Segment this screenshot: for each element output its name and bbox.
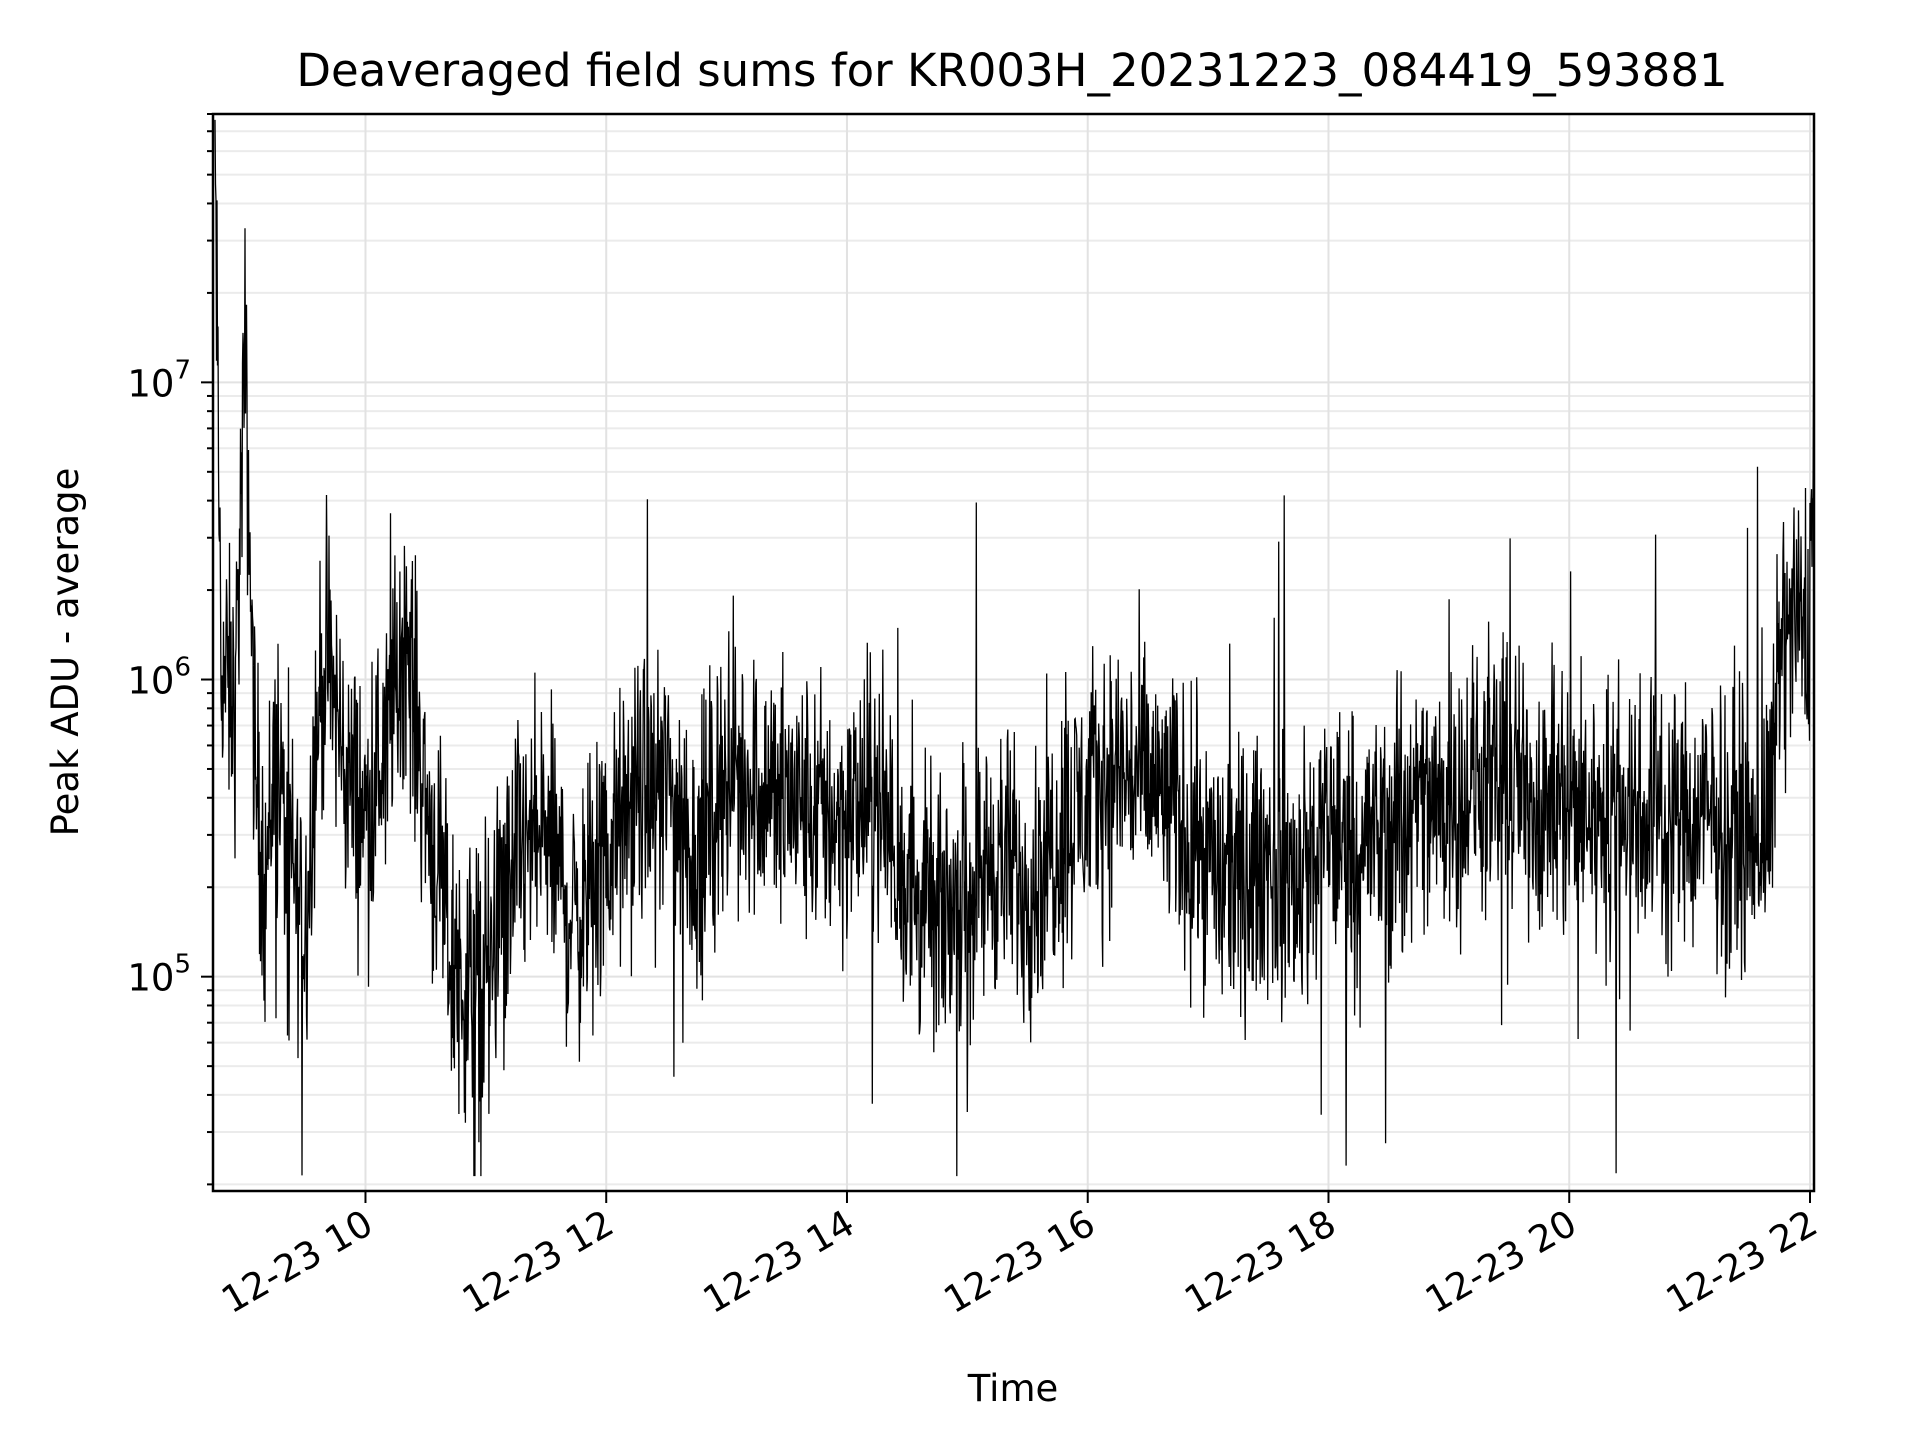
x-tick-label: 12-23 10 — [214, 1202, 380, 1322]
chart-title: Deaveraged field sums for KR003H_2023122… — [296, 44, 1727, 97]
y-tick-label: 106 — [127, 653, 191, 703]
y-axis-label: Peak ADU - average — [44, 468, 87, 837]
y-tick-label: 105 — [127, 950, 191, 1000]
y-tick-label: 107 — [127, 355, 191, 405]
x-tick-label: 12-23 12 — [455, 1202, 621, 1322]
x-tick-label: 12-23 20 — [1418, 1202, 1584, 1322]
x-axis-label: Time — [967, 1367, 1059, 1410]
x-tick-label: 12-23 16 — [937, 1202, 1103, 1322]
series-line — [214, 119, 1815, 1177]
plot-frame — [211, 112, 1816, 1193]
series-layer — [214, 119, 1815, 1177]
x-tick-label: 12-23 18 — [1177, 1202, 1343, 1322]
x-tick-label: 12-23 22 — [1659, 1202, 1825, 1322]
x-tick-label: 12-23 14 — [696, 1202, 862, 1322]
